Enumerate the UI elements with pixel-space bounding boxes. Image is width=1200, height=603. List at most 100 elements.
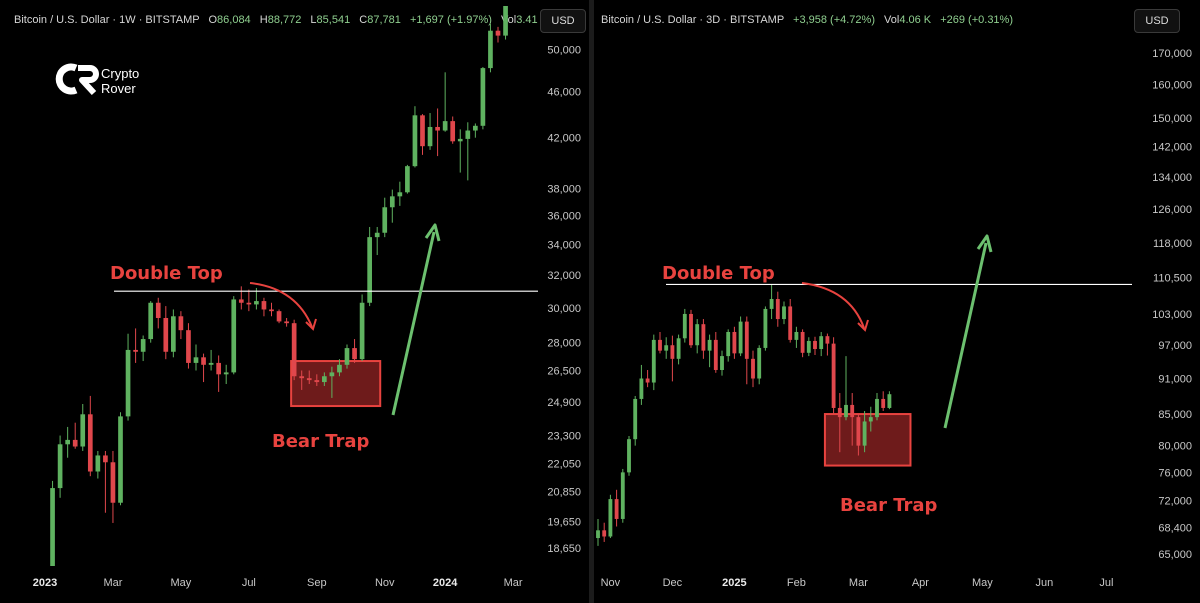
left-y-tick-label: 28,000 xyxy=(547,338,581,350)
right-candle xyxy=(769,284,774,320)
left-x-tick-label: May xyxy=(171,577,192,589)
right-candle-body xyxy=(645,378,650,383)
left-candle xyxy=(178,311,184,340)
right-candle-body xyxy=(651,339,656,383)
left-y-tick-label: 23,300 xyxy=(547,431,581,443)
right-y-tick-label: 85,000 xyxy=(1158,409,1192,421)
left-candle xyxy=(435,108,440,157)
right-x-tick-label: Nov xyxy=(601,577,621,589)
logo-mark-icon xyxy=(55,63,99,96)
right-candle xyxy=(831,337,836,415)
left-candle xyxy=(87,395,93,477)
left-candle-body xyxy=(80,414,86,447)
left-candle xyxy=(427,113,433,150)
right-candle xyxy=(825,333,830,356)
right-currency-button[interactable]: USD xyxy=(1134,9,1180,33)
left-candle xyxy=(95,450,101,479)
left-candle-body xyxy=(216,362,221,375)
right-candle-body xyxy=(614,499,619,519)
crypto-rover-logo: Crypto Rover xyxy=(55,63,139,96)
left-candle-body xyxy=(450,121,456,142)
left-candle-body xyxy=(344,348,350,365)
left-candle xyxy=(43,589,48,603)
right-candle-body xyxy=(596,530,600,539)
left-x-tick-label: Mar xyxy=(103,577,122,589)
right-plot-area xyxy=(596,284,912,546)
right-candle xyxy=(701,319,706,359)
left-candle-body xyxy=(503,6,508,36)
logo-line1: Crypto xyxy=(101,66,139,81)
left-y-tick-label: 42,000 xyxy=(547,133,581,145)
right-x-tick-label: Jul xyxy=(1099,577,1113,589)
left-candle-body xyxy=(193,357,199,363)
right-x-tick-label: Jun xyxy=(1036,577,1054,589)
left-candle-body xyxy=(284,321,289,324)
left-candle xyxy=(246,289,252,312)
right-y-tick-label: 142,000 xyxy=(1152,142,1192,154)
left-candle xyxy=(133,328,138,363)
left-candle-body xyxy=(488,30,493,69)
right-up-arrow xyxy=(943,242,988,429)
right-candle xyxy=(806,337,811,357)
left-candle-body xyxy=(110,462,116,503)
right-candle-body xyxy=(831,343,836,408)
right-bear-trap-box xyxy=(823,413,912,467)
right-candle xyxy=(875,393,879,421)
left-x-tick-label: Nov xyxy=(375,577,395,589)
right-candle xyxy=(689,309,693,348)
left-candle-body xyxy=(337,364,342,373)
left-candle-body xyxy=(412,115,418,167)
right-candle xyxy=(670,335,675,382)
right-candle-body xyxy=(633,398,638,440)
left-candle xyxy=(216,355,221,392)
left-candle-body xyxy=(473,125,478,131)
left-y-tick-label: 19,650 xyxy=(547,517,581,529)
left-candle xyxy=(457,129,463,173)
right-candle-body xyxy=(689,313,693,346)
right-y-tick-label: 65,000 xyxy=(1158,549,1192,561)
left-candle-body xyxy=(427,126,433,147)
right-candle-body xyxy=(738,321,743,354)
left-candle xyxy=(442,72,448,132)
right-y-tick-label: 150,000 xyxy=(1152,113,1192,125)
left-candle-body xyxy=(495,30,501,36)
left-candle xyxy=(57,435,63,498)
right-candle xyxy=(868,406,873,432)
left-candle xyxy=(193,344,199,371)
left-double-top-label: Double Top xyxy=(110,263,223,284)
left-candle-body xyxy=(382,207,388,233)
left-currency-button[interactable]: USD xyxy=(540,9,586,33)
left-candle-body xyxy=(457,138,463,142)
right-candle-body xyxy=(782,306,786,320)
right-candle xyxy=(850,393,855,446)
left-candle xyxy=(148,301,154,343)
right-candle xyxy=(596,518,600,546)
panel-divider xyxy=(589,0,594,603)
right-x-tick-label: Feb xyxy=(787,577,806,589)
right-header: Bitcoin / U.S. Dollar · 3D · BITSTAMP +3… xyxy=(601,14,1013,26)
left-y-tick-label: 20,850 xyxy=(547,487,581,499)
left-symbol-title: Bitcoin / U.S. Dollar · 1W · BITSTAMP xyxy=(14,14,199,26)
right-candle xyxy=(695,319,700,354)
left-candle-body xyxy=(140,339,146,352)
left-candle xyxy=(329,366,335,398)
right-candle xyxy=(782,301,786,325)
left-candle xyxy=(344,344,350,369)
left-x-tick-label: Jul xyxy=(242,577,256,589)
left-candle xyxy=(208,349,214,371)
right-candle-body xyxy=(881,398,886,408)
left-candle-body xyxy=(133,349,138,352)
right-candle xyxy=(720,350,724,376)
left-candle xyxy=(261,297,267,317)
left-candle xyxy=(299,370,305,390)
right-candle xyxy=(800,329,805,358)
right-x-tick-label: Apr xyxy=(912,577,929,589)
left-candle-body xyxy=(50,488,55,566)
right-candle-body xyxy=(627,439,631,473)
right-y-tick-label: 160,000 xyxy=(1152,79,1192,91)
right-candle xyxy=(658,331,662,354)
right-double-top-label: Double Top xyxy=(662,263,775,284)
right-candle xyxy=(732,326,737,359)
left-candle xyxy=(72,422,78,449)
left-y-tick-label: 26,500 xyxy=(547,365,581,377)
